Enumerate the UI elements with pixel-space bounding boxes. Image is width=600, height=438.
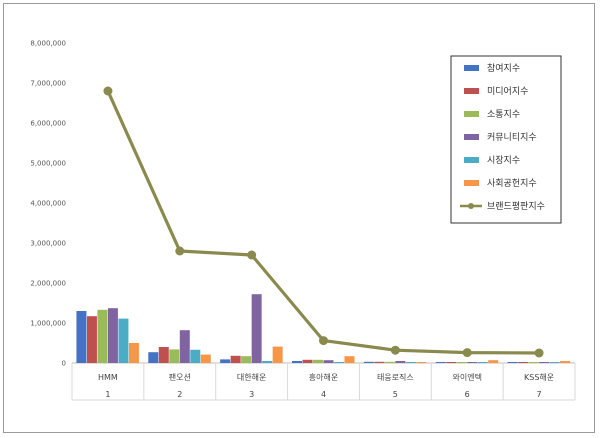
bar-커뮤니티지수 xyxy=(539,362,550,363)
bar-소통지수 xyxy=(384,361,395,363)
legend-label: 미디어지수 xyxy=(487,86,528,97)
bar-소통지수 xyxy=(241,356,252,363)
bar-참여지수 xyxy=(507,362,518,363)
bar-소통지수 xyxy=(97,309,108,363)
brand-index-point xyxy=(319,336,328,346)
category-label: 대한해운 xyxy=(237,372,266,382)
bar-참여지수 xyxy=(76,311,87,363)
legend-swatch xyxy=(464,180,479,186)
legend-label: 소통지수 xyxy=(487,109,520,120)
legend-swatch xyxy=(464,111,479,117)
brand-index-point xyxy=(390,345,400,355)
y-tick-label: 6,000,000 xyxy=(30,120,66,128)
brand-index-point xyxy=(175,246,185,256)
y-tick-label: 7,000,000 xyxy=(30,80,66,88)
bar-사회공헌지수 xyxy=(344,356,355,363)
bar-참여지수 xyxy=(220,359,231,363)
bar-미디어지수 xyxy=(158,347,169,363)
bars xyxy=(76,294,571,363)
category-label: 와이엔텍 xyxy=(452,372,481,382)
legend-label: 참여지수 xyxy=(487,62,520,74)
bar-시장지수 xyxy=(334,362,344,363)
bar-커뮤니티지수 xyxy=(395,361,406,363)
brand-index-point xyxy=(247,250,257,260)
bar-시장지수 xyxy=(549,362,560,363)
bar-참여지수 xyxy=(363,361,374,363)
brand-index-line xyxy=(103,86,544,358)
legend-label: 커뮤니티지수 xyxy=(487,132,537,143)
legend-label: 시장지수 xyxy=(487,155,520,166)
bar-커뮤니티지수 xyxy=(251,294,262,363)
category-table: HMM 1 팬오션 2 대한해운 3 흥아해운 4 태웅로직스 5 와이엔텍 6 KSS해운 7 xyxy=(71,362,576,401)
y-tick-label: 0 xyxy=(62,360,66,368)
bar-사회공헌지수 xyxy=(272,346,283,363)
bar-시장지수 xyxy=(190,349,201,363)
y-tick-label: 3,000,000 xyxy=(30,240,66,248)
y-tick-label: 4,000,000 xyxy=(30,200,66,208)
bar-시장지수 xyxy=(477,362,488,363)
legend-swatch xyxy=(464,65,479,71)
legend-swatch xyxy=(464,157,479,163)
bar-소통지수 xyxy=(528,362,539,363)
category-label: 팬오션 xyxy=(169,372,191,382)
bar-미디어지수 xyxy=(302,359,313,363)
bar-미디어지수 xyxy=(230,355,241,363)
bar-미디어지수 xyxy=(446,362,457,363)
legend-swatch xyxy=(464,134,479,140)
bar-시장지수 xyxy=(118,318,129,363)
bar-사회공헌지수 xyxy=(488,360,499,363)
bar-소통지수 xyxy=(313,359,323,363)
y-tick-label: 5,000,000 xyxy=(30,160,66,168)
category-label: KSS해운 xyxy=(524,372,554,382)
category-number: 2 xyxy=(177,390,182,399)
brand-index-point xyxy=(462,348,472,358)
y-tick-label: 2,000,000 xyxy=(30,280,66,288)
bar-미디어지수 xyxy=(374,361,385,363)
bar-커뮤니티지수 xyxy=(323,360,334,363)
bar-시장지수 xyxy=(262,361,273,363)
bar-미디어지수 xyxy=(86,316,97,363)
bar-미디어지수 xyxy=(518,362,529,363)
brand-index-point xyxy=(534,348,544,358)
bar-시장지수 xyxy=(405,362,416,363)
bar-사회공헌지수 xyxy=(200,354,211,363)
legend-label: 브랜드평판지수 xyxy=(487,201,545,212)
y-axis: 0 1,000,000 2,000,000 3,000,000 4,000,000 5,0… xyxy=(30,40,66,368)
legend-swatch xyxy=(464,88,479,94)
bar-참여지수 xyxy=(435,362,446,363)
bar-참여지수 xyxy=(148,352,159,363)
category-label: HMM xyxy=(98,373,118,382)
category-label: 흥아해운 xyxy=(309,372,338,382)
category-number: 3 xyxy=(249,390,254,399)
category-number: 4 xyxy=(321,390,326,399)
y-tick-label: 1,000,000 xyxy=(30,320,66,328)
bar-소통지수 xyxy=(169,349,180,363)
legend-box xyxy=(450,55,562,224)
bar-커뮤니티지수 xyxy=(179,330,190,363)
bar-커뮤니티지수 xyxy=(467,362,478,363)
brand-index-point xyxy=(103,86,113,96)
category-number: 7 xyxy=(537,390,542,399)
bar-참여지수 xyxy=(292,361,302,363)
category-number: 6 xyxy=(465,390,470,399)
bar-사회공헌지수 xyxy=(416,362,427,363)
legend-line-marker xyxy=(468,203,474,209)
bar-커뮤니티지수 xyxy=(107,308,118,363)
legend-label: 사회공헌지수 xyxy=(487,178,537,189)
bar-사회공헌지수 xyxy=(128,343,139,363)
bar-사회공헌지수 xyxy=(560,361,571,363)
category-label: 태웅로직스 xyxy=(377,372,414,382)
y-tick-label: 8,000,000 xyxy=(30,40,66,48)
bar-소통지수 xyxy=(456,362,467,363)
category-number: 1 xyxy=(105,390,110,399)
category-number: 5 xyxy=(393,390,398,399)
